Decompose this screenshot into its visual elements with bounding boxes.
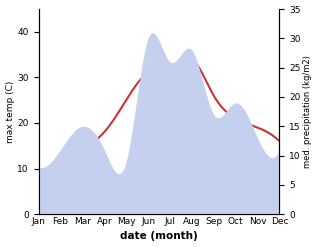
Y-axis label: max temp (C): max temp (C) [5,80,15,143]
X-axis label: date (month): date (month) [120,231,198,242]
Y-axis label: med. precipitation (kg/m2): med. precipitation (kg/m2) [303,55,313,168]
